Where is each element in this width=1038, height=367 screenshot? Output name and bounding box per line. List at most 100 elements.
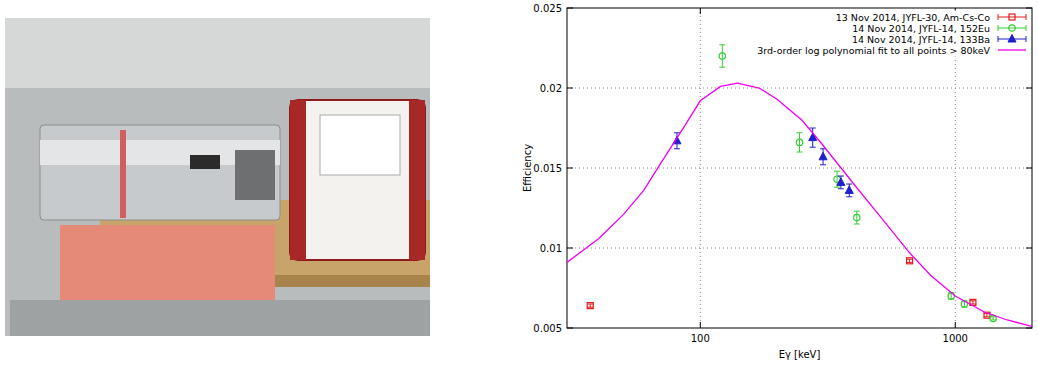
legend-background — [755, 11, 1027, 57]
photo-foam — [60, 225, 275, 300]
error-cap — [820, 164, 826, 165]
marker — [907, 258, 913, 264]
error-bar — [820, 149, 826, 165]
error-bar — [799, 133, 800, 152]
tick-mark — [1026, 88, 1032, 89]
error-cap — [846, 184, 852, 185]
photo-cryostat-band — [120, 130, 126, 218]
error-bar — [838, 176, 844, 189]
error-cap — [674, 132, 680, 133]
error-cap — [854, 224, 860, 225]
error-bar — [990, 317, 996, 320]
error-bar — [907, 259, 913, 262]
tick-mark — [567, 168, 573, 169]
error-bar — [587, 304, 593, 307]
series — [567, 83, 1032, 326]
photo-wall — [5, 18, 430, 88]
tick-label: 0.02 — [540, 83, 562, 94]
error-cap — [834, 171, 840, 172]
legend-swatch — [998, 25, 999, 31]
tick-mark — [700, 322, 701, 328]
tick-label: 100 — [691, 333, 710, 344]
legend: 13 Nov 2014, JYFL-30, Am-Cs-Co14 Nov 201… — [757, 12, 1026, 56]
legend-swatch — [1026, 25, 1027, 31]
marker — [719, 53, 725, 59]
error-cap — [674, 148, 680, 149]
photo-connector — [190, 155, 220, 169]
tick-mark — [567, 248, 573, 249]
legend-swatch — [1009, 25, 1015, 31]
marker — [837, 178, 845, 186]
series — [673, 128, 853, 197]
error-cap — [719, 44, 725, 45]
photo-cryostat — [40, 125, 280, 220]
axis-title: Eγ [keV] — [779, 349, 821, 360]
error-cap — [854, 211, 860, 212]
legend-swatch — [998, 14, 999, 20]
error-cap — [907, 262, 913, 263]
axis-title: Efficiency — [522, 144, 533, 192]
tick-label: 0.025 — [533, 3, 562, 14]
tick-mark — [1026, 248, 1032, 249]
error-cap — [797, 152, 803, 153]
error-cap — [587, 307, 593, 308]
grid-line — [567, 168, 1032, 169]
legend-swatch — [998, 36, 999, 42]
marker — [819, 152, 827, 160]
error-bar — [722, 45, 723, 67]
grid-line — [700, 8, 701, 328]
marker — [845, 186, 853, 194]
error-cap — [838, 188, 844, 189]
tick-mark — [567, 88, 573, 89]
photo-background — [5, 18, 430, 336]
marker — [796, 139, 802, 145]
series — [587, 258, 990, 318]
series — [719, 45, 996, 322]
plot-area — [567, 45, 1032, 327]
error-cap — [907, 259, 913, 260]
tick-mark — [955, 322, 956, 328]
grid-line — [567, 88, 1032, 89]
error-bar — [854, 211, 860, 224]
error-cap — [970, 300, 976, 301]
photo-dewar-band — [409, 100, 425, 260]
photo-dewar-band — [290, 100, 306, 260]
error-bar — [797, 133, 803, 152]
error-bar — [846, 184, 852, 197]
legend-swatch — [998, 28, 1026, 29]
legend-label: 14 Nov 2014, JYFL-14, 152Eu — [852, 23, 990, 34]
legend-label: 13 Nov 2014, JYFL-30, Am-Cs-Co — [836, 12, 990, 23]
plot-frame — [567, 8, 1032, 328]
error-cap — [984, 316, 990, 317]
tick-mark — [700, 8, 701, 14]
error-bar — [719, 45, 725, 67]
error-cap — [838, 176, 844, 177]
photo-preamp — [235, 150, 275, 200]
photo-dewar-label — [320, 115, 400, 175]
legend-label: 14 Nov 2014, JYFL-14, 133Ba — [852, 34, 990, 45]
marker — [854, 214, 860, 220]
error-cap — [719, 67, 725, 68]
tick-label: 0.01 — [540, 243, 562, 254]
fit-line — [567, 83, 1032, 326]
legend-swatch — [998, 17, 1026, 18]
error-cap — [797, 132, 803, 133]
tick-label: 0.005 — [533, 323, 562, 334]
error-cap — [846, 196, 852, 197]
error-bar — [951, 293, 952, 299]
error-cap — [810, 147, 816, 148]
error-bar — [856, 211, 857, 224]
photo-floor — [10, 300, 430, 336]
error-cap — [810, 128, 816, 129]
error-cap — [587, 304, 593, 305]
tick-label: 1000 — [943, 333, 968, 344]
error-cap — [834, 187, 840, 188]
axes: 0.0050.010.0150.020.0251001000Eγ [keV]Ef… — [522, 3, 1032, 361]
photo — [5, 18, 430, 336]
legend-label: 3rd-order log polynomial fit to all poin… — [757, 45, 990, 56]
photo-dewar — [290, 100, 425, 260]
grid-line — [567, 248, 1032, 249]
legend-swatch — [1026, 14, 1027, 20]
legend-swatch — [998, 49, 1026, 50]
marker — [587, 303, 593, 309]
